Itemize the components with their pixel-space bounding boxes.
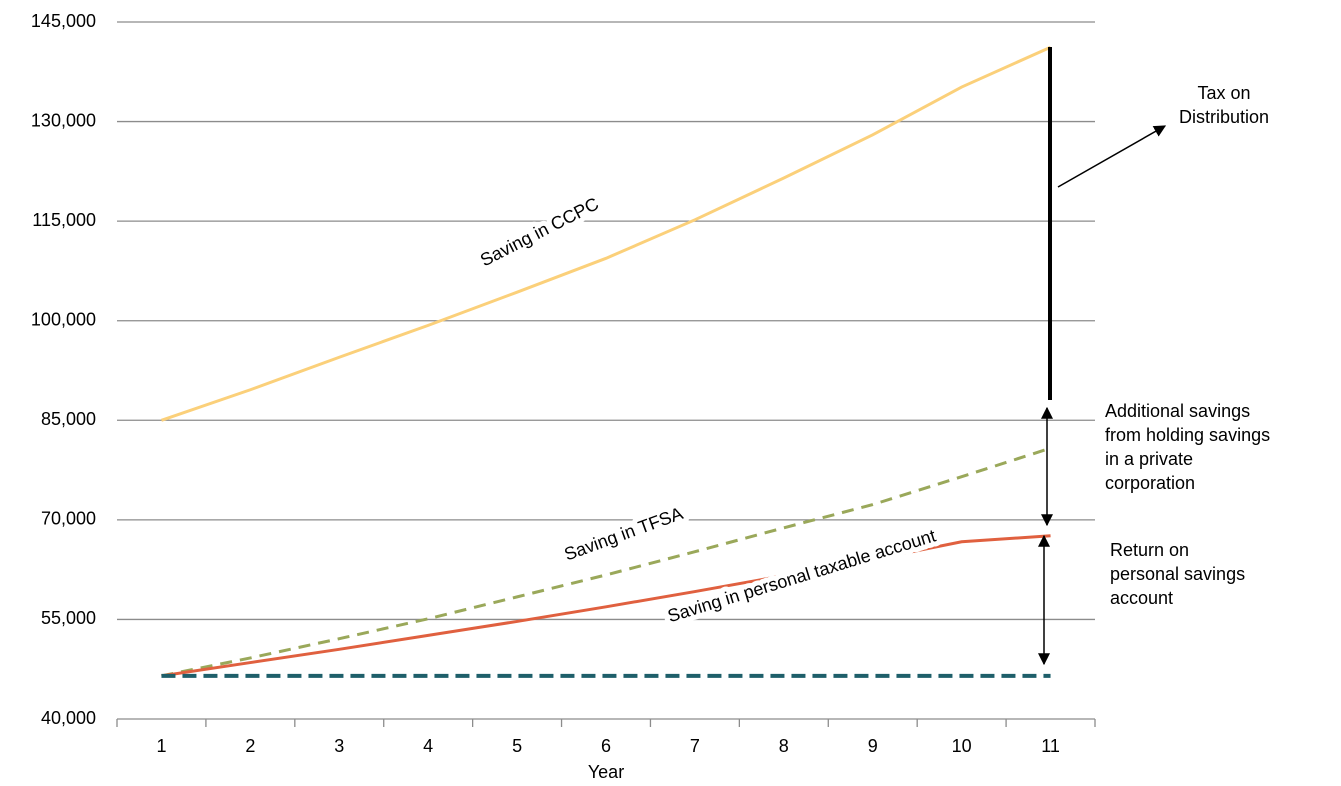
- annotation: from holding savings: [1105, 425, 1270, 445]
- series-line: [161, 534, 1051, 678]
- y-tick-label: 145,000: [31, 11, 96, 31]
- y-tick-label: 100,000: [31, 309, 96, 329]
- annotations: Tax on Distribution Additional savings from…: [1038, 47, 1270, 666]
- series-line: [160, 45, 1052, 422]
- tax-arrow: [1057, 125, 1167, 188]
- y-tick-label: 115,000: [32, 210, 96, 230]
- x-tick-label: 7: [690, 736, 700, 756]
- annotation: Tax on: [1197, 83, 1250, 103]
- x-tick-label: 2: [245, 736, 255, 756]
- x-axis-label: Year: [588, 762, 624, 782]
- x-tick-label: 10: [952, 736, 972, 756]
- series-label: Saving in CCPC: [477, 193, 602, 270]
- y-tick-label: 70,000: [41, 509, 96, 529]
- series-label: Saving in personal taxable account: [665, 525, 938, 626]
- y-tick-label: 130,000: [31, 110, 96, 130]
- annotation: account: [1110, 588, 1173, 608]
- x-tick-label: 6: [601, 736, 611, 756]
- annotation: Distribution: [1179, 107, 1269, 127]
- annotation: in a private: [1105, 449, 1193, 469]
- annotation: Return on: [1110, 540, 1189, 560]
- x-tick-label: 3: [334, 736, 344, 756]
- annotation: Additional savings: [1105, 401, 1250, 421]
- x-tick-label: 11: [1041, 736, 1060, 756]
- x-tick-label: 4: [423, 736, 433, 756]
- x-tick-label: 1: [156, 736, 166, 756]
- series-label: Saving in TFSA: [562, 503, 686, 564]
- x-tick-label: 8: [779, 736, 789, 756]
- annotation: personal savings: [1110, 564, 1245, 584]
- series-line: [161, 446, 1052, 678]
- y-tick-label: 85,000: [41, 409, 96, 429]
- y-tick-label: 40,000: [41, 708, 96, 728]
- annotation: corporation: [1105, 473, 1195, 493]
- x-tick-label: 5: [512, 736, 522, 756]
- x-tick-label: 9: [868, 736, 878, 756]
- grid: 40,00055,00070,00085,000100,000115,00013…: [31, 11, 1096, 782]
- y-tick-label: 55,000: [41, 608, 96, 628]
